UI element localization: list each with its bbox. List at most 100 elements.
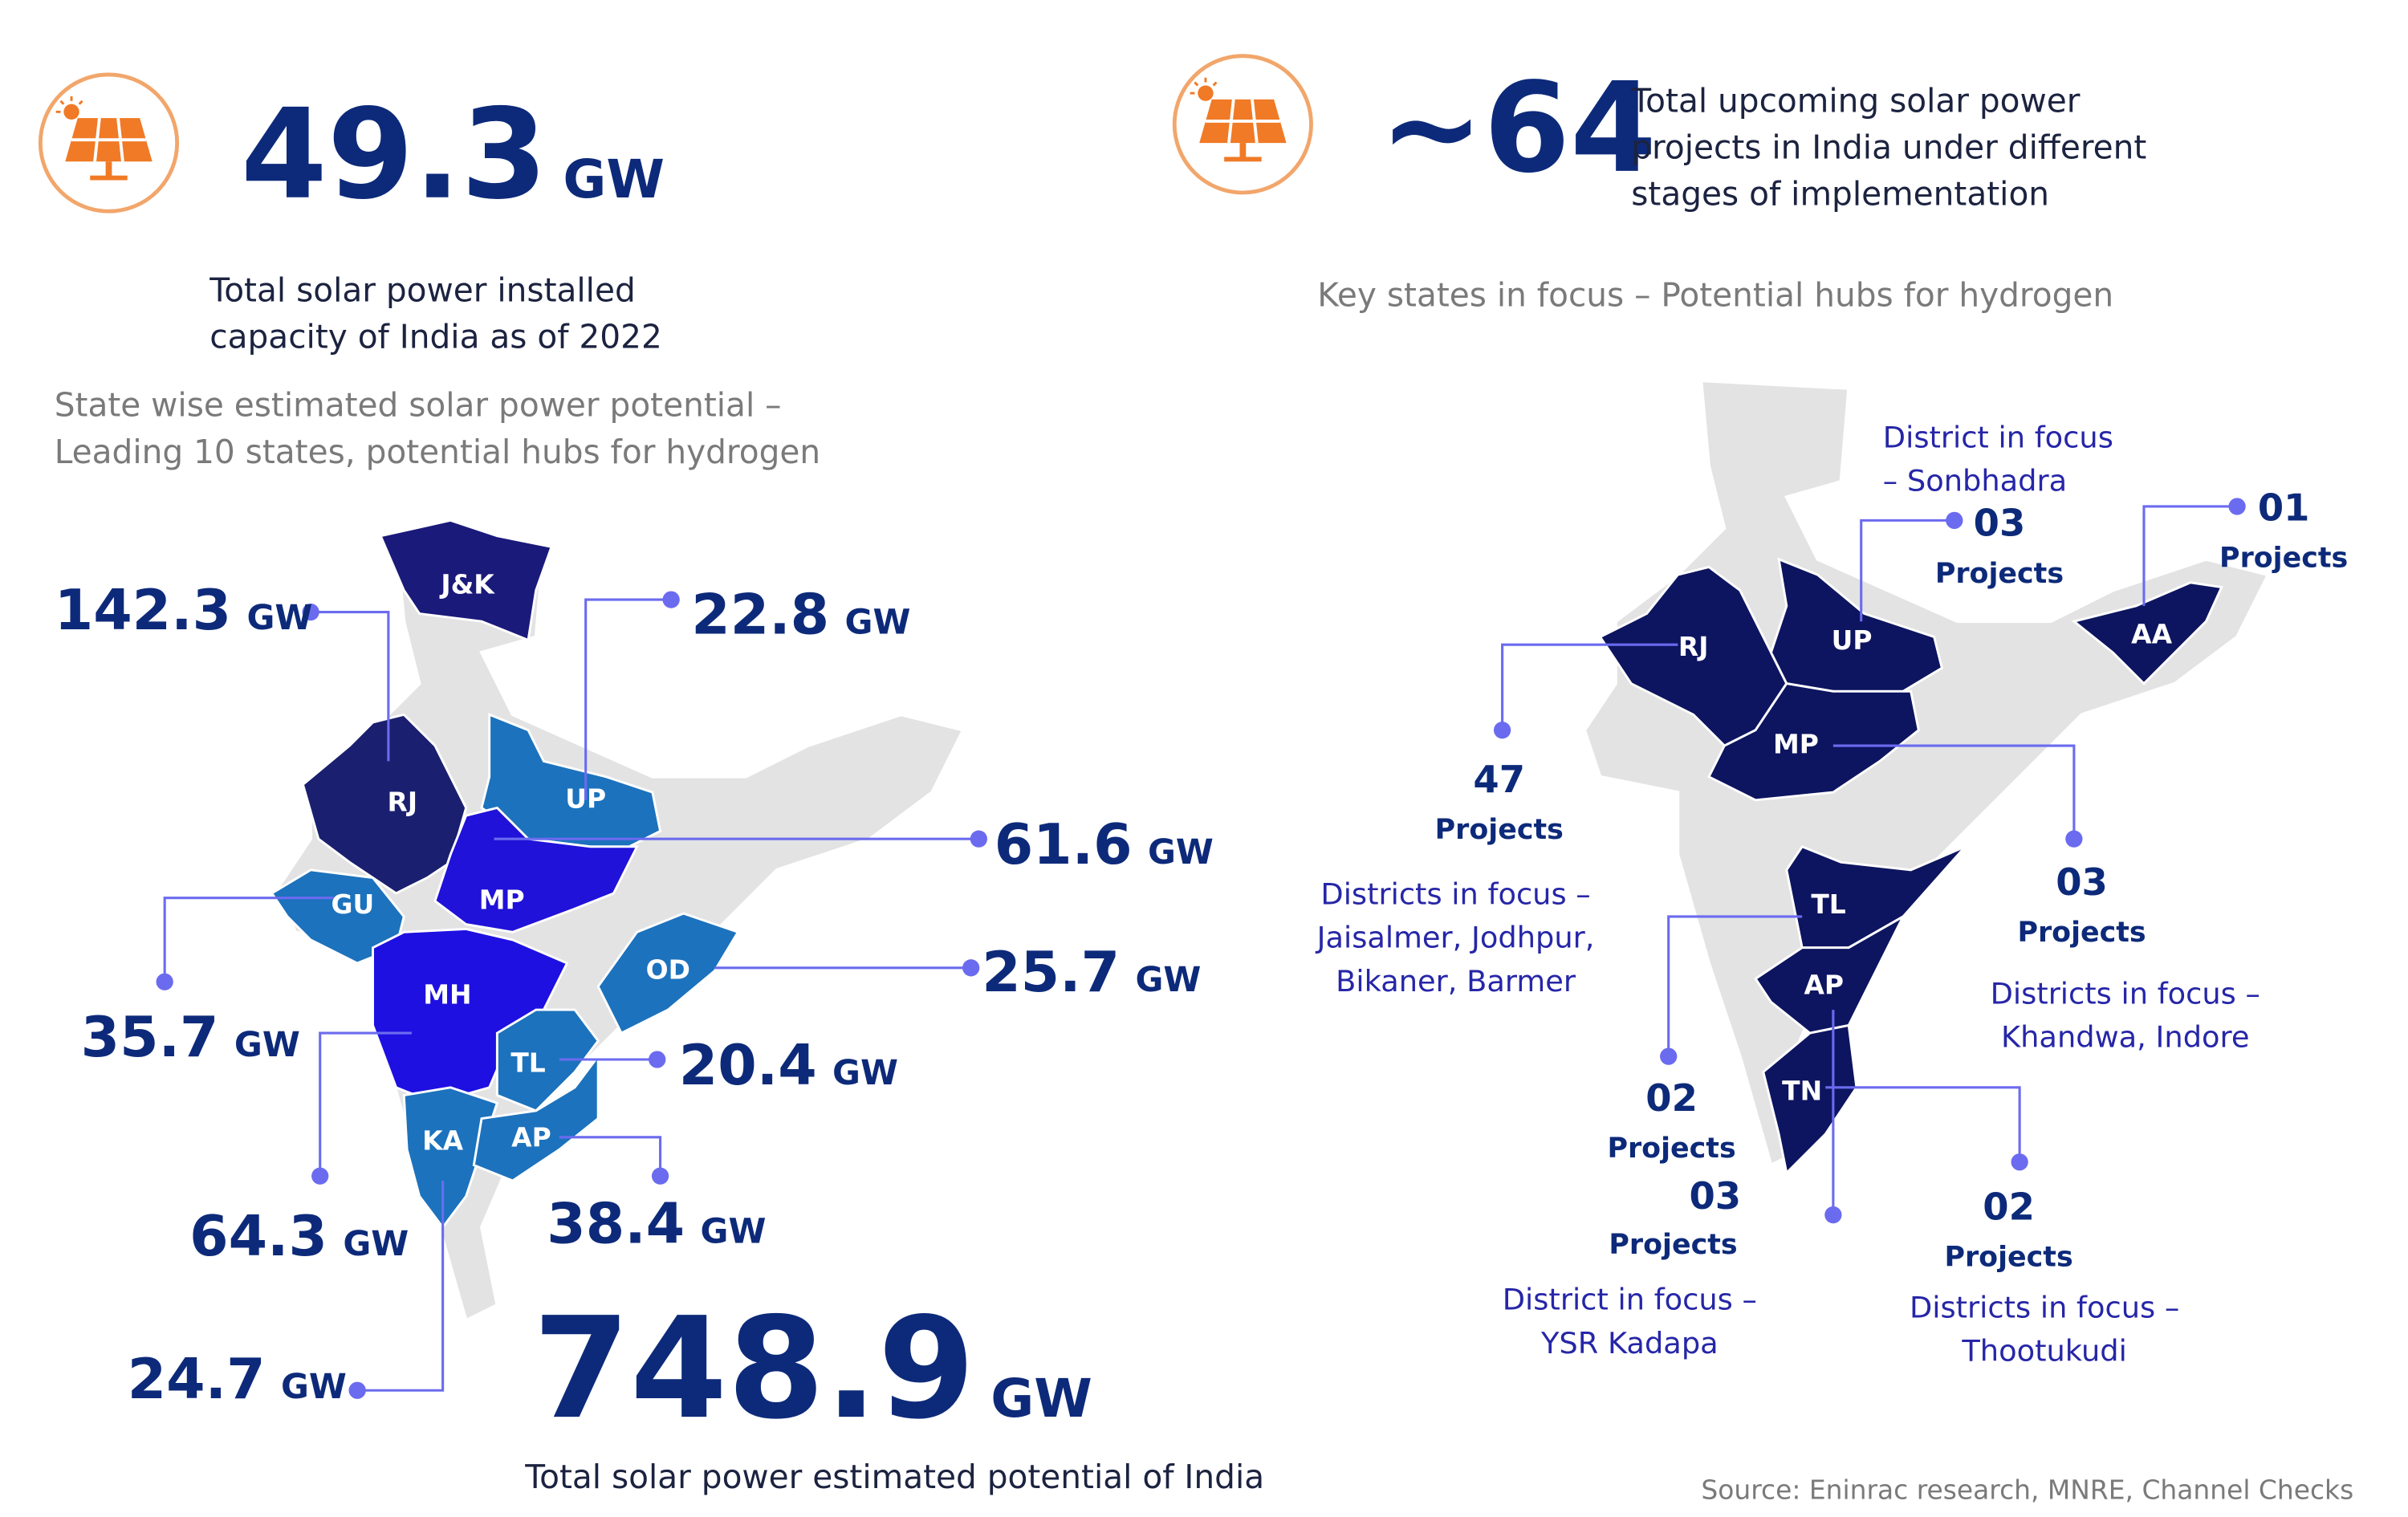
callout-value: 22.8 GW: [691, 583, 910, 648]
unit: GW: [563, 148, 665, 210]
project-count: 03: [1689, 1174, 1741, 1218]
leader-line: [319, 1031, 412, 1177]
leader-dot: [1946, 511, 1963, 530]
focus-text: Districts in focus –: [1910, 1290, 2179, 1324]
value: 748.9: [533, 1287, 975, 1450]
value: 61.6: [995, 812, 1133, 877]
focus-text: Jaisalmer, Jodhpur,: [1316, 921, 1595, 955]
state-shape: [1707, 682, 1920, 802]
state-label: MP: [479, 884, 525, 915]
leader-dot: [1824, 1206, 1842, 1224]
project-count: 02: [1645, 1076, 1698, 1120]
leader-line: [163, 897, 335, 982]
subtitle: State wise estimated solar power potenti…: [55, 386, 782, 425]
headline: ~64: [1380, 55, 1657, 201]
leader-dot: [302, 603, 319, 621]
left-map: [270, 519, 965, 1323]
leader-dot: [651, 1167, 669, 1185]
unit: GW: [845, 603, 911, 643]
headline: 49.3 GW: [241, 82, 665, 227]
value: 22.8: [691, 583, 829, 648]
callout-value: 61.6 GW: [995, 812, 1214, 877]
leader-dot: [970, 830, 987, 848]
leader-dot: [311, 1167, 329, 1185]
project-label: Projects: [1607, 1133, 1735, 1165]
state-label: TL: [510, 1047, 545, 1078]
focus-text: Districts in focus –: [1320, 876, 1590, 911]
solar-icon: [1174, 56, 1311, 193]
state-shape: [2071, 581, 2223, 685]
leader-dot: [1660, 1047, 1678, 1065]
focus-text: Districts in focus –: [1991, 976, 2260, 1011]
project-label: Projects: [1944, 1241, 2072, 1273]
focus-text: Khandwa, Indore: [2001, 1020, 2249, 1055]
state-label: TN: [1782, 1075, 1822, 1106]
focus-text: District in focus –: [1503, 1283, 1757, 1317]
focus-text: Thootukudi: [1961, 1333, 2126, 1368]
unit: GW: [281, 1367, 347, 1407]
value: 64.3: [189, 1204, 327, 1269]
state-shape: [379, 519, 554, 642]
project-count: 03: [2056, 860, 2108, 904]
leader-dot: [649, 1051, 666, 1068]
value: 25.7: [982, 940, 1120, 1005]
unit: GW: [246, 598, 312, 638]
project-label: Projects: [1609, 1229, 1737, 1261]
state-label: UP: [1832, 624, 1873, 656]
unit: GW: [701, 1211, 767, 1251]
leader-line: [311, 611, 390, 762]
unit: GW: [1148, 832, 1214, 872]
state-label: AP: [1804, 970, 1844, 1001]
leader-dot: [156, 973, 173, 990]
project-count: 02: [1983, 1185, 2035, 1228]
state-label: RJ: [1678, 631, 1709, 662]
callout-value: 24.7 GW: [128, 1347, 347, 1412]
state-shape: [402, 1086, 499, 1230]
leader-dot: [662, 591, 680, 608]
unit: GW: [343, 1224, 409, 1264]
focus-text: Bikaner, Barmer: [1336, 964, 1576, 998]
callout-value: 64.3 GW: [189, 1204, 409, 1269]
caption: stages of implementation: [1631, 174, 2049, 213]
state-label: J&K: [439, 568, 495, 600]
caption: Total solar power installed: [209, 270, 635, 309]
leader-line: [559, 1136, 662, 1177]
project-count: 01: [2258, 486, 2310, 529]
caption: projects in India under different: [1631, 128, 2146, 166]
leader-dot: [2228, 498, 2246, 515]
leader-dot: [2065, 830, 2083, 848]
leader-dot: [2011, 1153, 2028, 1171]
value: 38.4: [547, 1191, 685, 1256]
unit: GW: [832, 1053, 898, 1093]
leader-line: [357, 1180, 445, 1392]
leader-line: [2142, 505, 2238, 606]
leader-dot: [348, 1381, 366, 1399]
focus-text: District in focus: [1883, 420, 2113, 454]
source: Source: Eninrac research, MNRE, Channel …: [1701, 1474, 2353, 1506]
state-shape: [1754, 913, 1906, 1035]
focus-text: – Sonbhadra: [1883, 464, 2067, 498]
value: 142.3: [55, 578, 231, 643]
value: 24.7: [128, 1347, 266, 1412]
state-label: AA: [2131, 618, 2172, 649]
value: 35.7: [81, 1005, 219, 1070]
project-label: Projects: [1435, 814, 1564, 846]
solar-icon: [40, 75, 177, 211]
project-label: Projects: [1935, 558, 2064, 590]
unit: GW: [990, 1368, 1092, 1430]
leader-line: [1667, 915, 1803, 1057]
callout-value: 35.7 GW: [81, 1005, 300, 1070]
leader-line: [1832, 744, 2076, 840]
callout-value: 20.4 GW: [679, 1033, 898, 1098]
state-label: MP: [1773, 729, 1819, 760]
focus-text: YSR Kadapa: [1540, 1326, 1719, 1360]
state-label: MH: [423, 978, 471, 1010]
leader-line: [584, 598, 672, 800]
state-label: RJ: [388, 786, 418, 817]
unit: GW: [1135, 960, 1201, 1000]
unit: GW: [234, 1025, 300, 1065]
subtitle: Key states in focus – Potential hubs for…: [1317, 275, 2113, 314]
project-count: 47: [1473, 758, 1525, 801]
total-value: 748.9 GW: [533, 1287, 1092, 1450]
